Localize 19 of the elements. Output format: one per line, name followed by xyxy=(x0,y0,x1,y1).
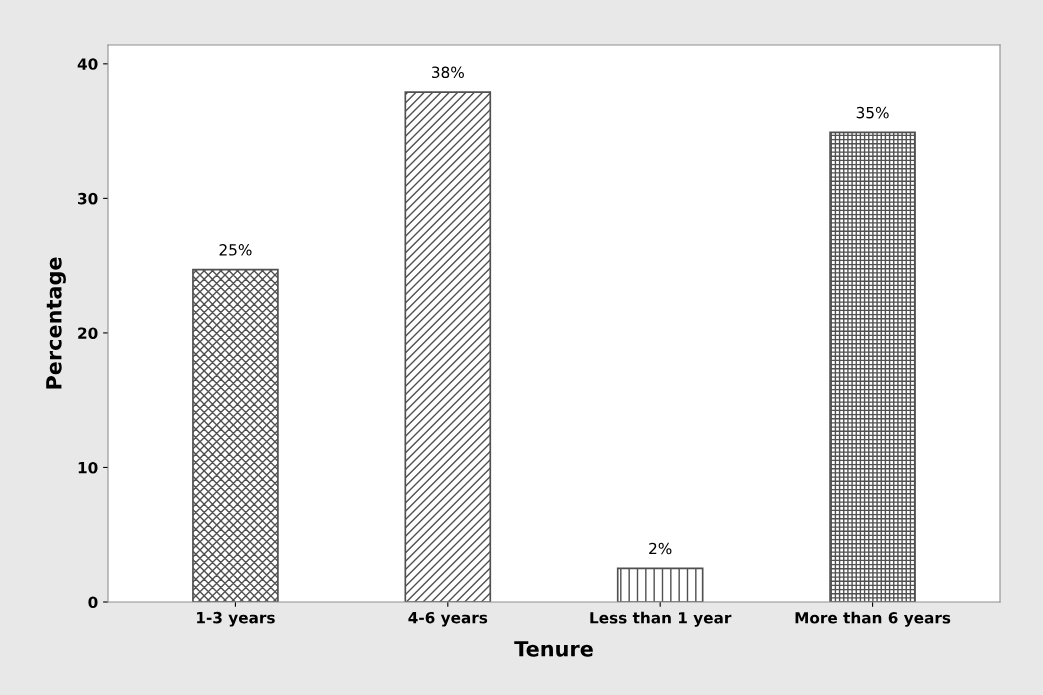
data-label: 35% xyxy=(856,106,889,119)
data-label: 38% xyxy=(432,66,464,79)
x-axis-title: Tenure xyxy=(514,641,593,657)
y-axis-title: Percentage xyxy=(46,257,66,389)
data-label: 25% xyxy=(219,244,252,256)
bar xyxy=(616,567,704,602)
bar xyxy=(829,131,916,602)
x-tick-label: Less than 1 year xyxy=(590,611,732,627)
y-tick-label: 40 xyxy=(77,58,98,70)
x-tick-label: 1-3 years xyxy=(197,611,275,627)
x-tick-label: More than 6 years xyxy=(795,611,951,627)
data-label: 2% xyxy=(649,542,672,555)
y-tick-label: 0 xyxy=(88,596,98,609)
x-tick-label: 4-6 years xyxy=(408,611,488,627)
y-tick-label: 20 xyxy=(78,327,98,339)
y-tick-label: 10 xyxy=(78,461,98,474)
y-tick-label: 30 xyxy=(78,192,98,205)
bar xyxy=(404,91,492,602)
bar xyxy=(192,268,279,602)
